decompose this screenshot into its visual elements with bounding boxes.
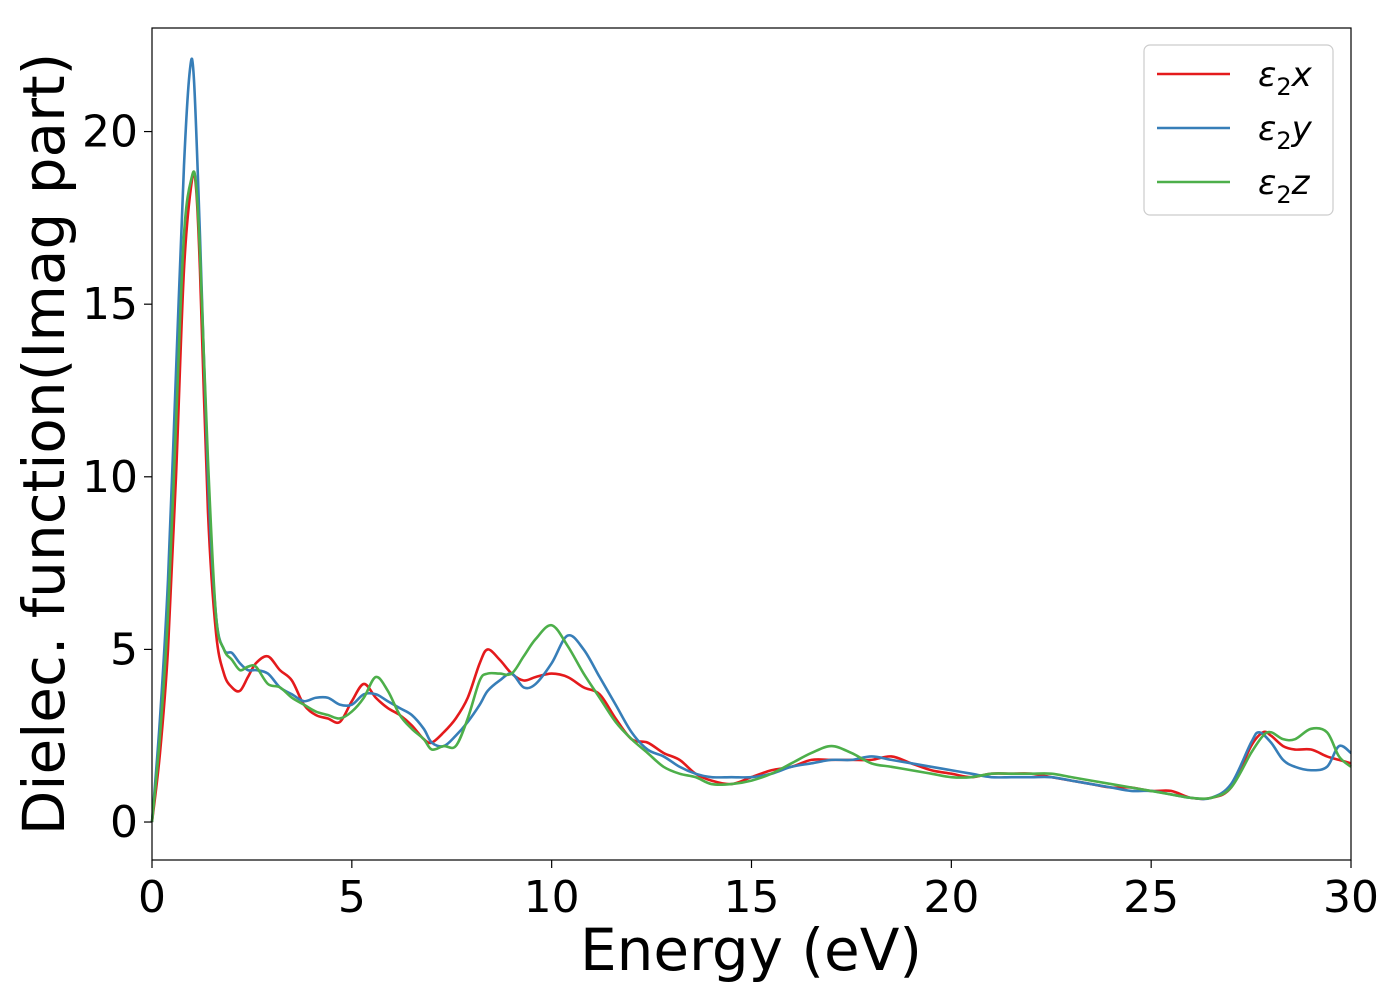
legend-box — [1143, 44, 1334, 216]
plot-frame — [151, 27, 1352, 861]
legend-items: ε2x ε2y ε2z — [1157, 55, 1313, 209]
y-tick-label: 10 — [82, 452, 138, 503]
series-line-z — [150, 170, 1352, 823]
y-tick-label: 0 — [110, 797, 138, 848]
x-axis-title: Energy (eV) — [580, 916, 922, 984]
x-tick-label: 15 — [724, 872, 780, 923]
x-axis-ticks: 0 5 10 15 20 25 30 — [138, 860, 1379, 923]
series-layer — [150, 57, 1352, 823]
y-tick-label: 20 — [82, 107, 138, 158]
legend-label-y: ε2y — [1258, 109, 1313, 155]
legend-label-z: ε2z — [1258, 163, 1311, 209]
x-tick-label: 10 — [524, 872, 580, 923]
x-tick-label: 5 — [338, 872, 366, 923]
x-tick-label: 30 — [1323, 872, 1379, 923]
y-axis-title: Dielec. function(Imag part) — [10, 53, 78, 836]
series-line-y — [150, 57, 1352, 823]
series-line-x — [150, 170, 1352, 823]
x-tick-label: 25 — [1123, 872, 1179, 923]
x-tick-label: 0 — [138, 872, 166, 923]
y-tick-label: 5 — [110, 624, 138, 675]
x-tick-label: 20 — [923, 872, 979, 923]
y-tick-label: 15 — [82, 279, 138, 330]
legend-label-x: ε2x — [1258, 55, 1313, 101]
legend: ε2x ε2y ε2z — [1143, 44, 1334, 216]
y-axis-ticks: 0 5 10 15 20 — [82, 107, 152, 848]
